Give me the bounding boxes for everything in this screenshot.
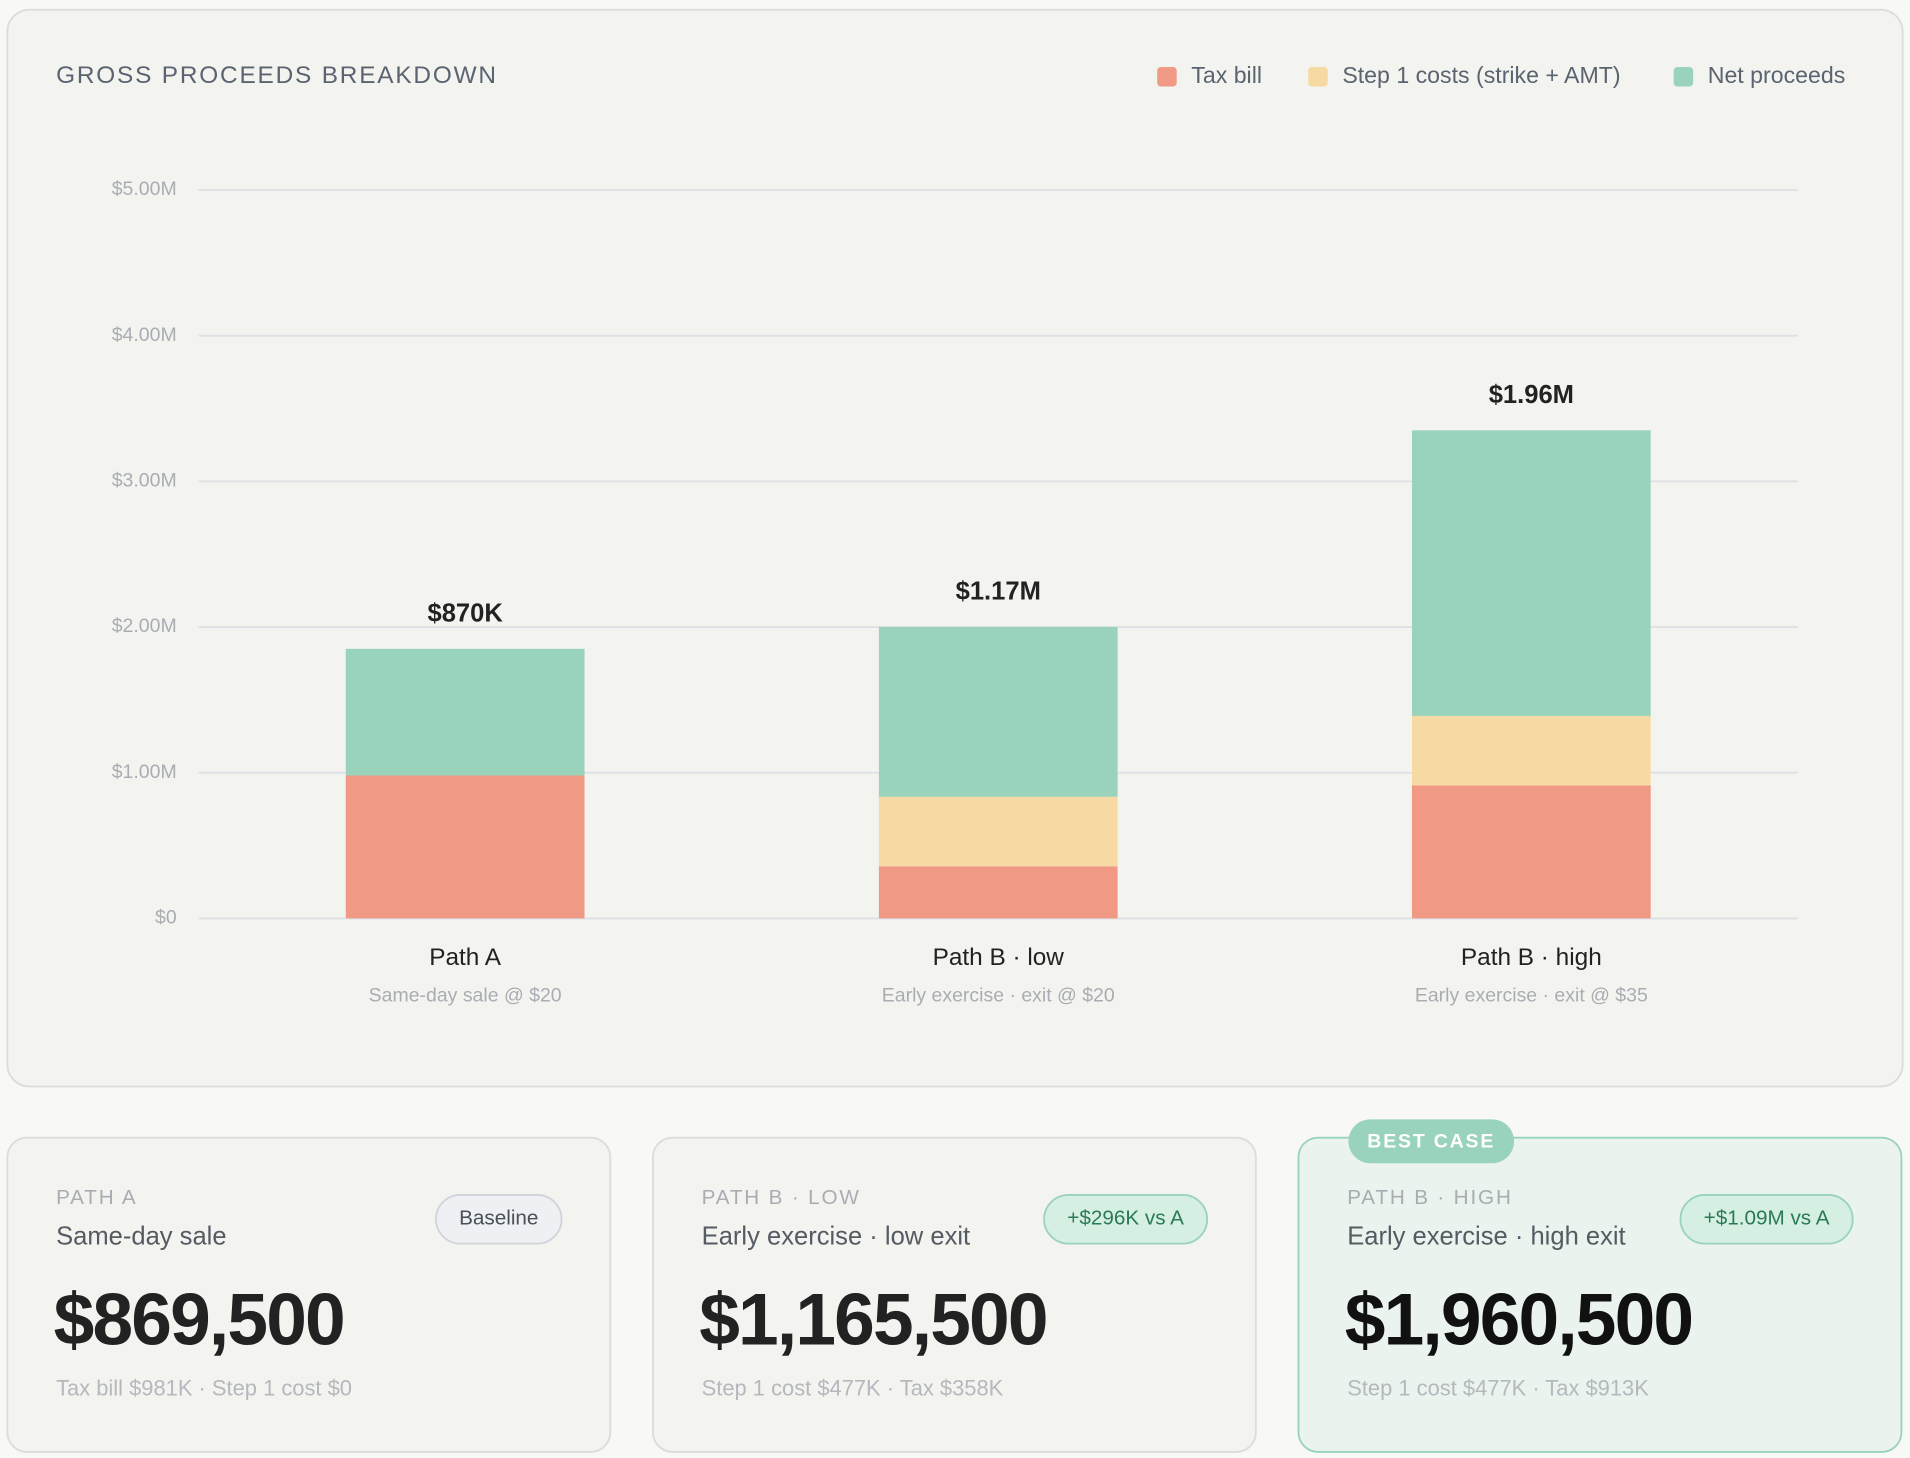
card-title: Same-day sale [56, 1222, 227, 1250]
legend-swatch [1673, 66, 1694, 87]
card-label: PATH B · LOW [702, 1186, 861, 1209]
bar-segment [345, 648, 585, 776]
card-title: Early exercise · low exit [702, 1222, 970, 1250]
y-tick-label: $4.00M [112, 324, 177, 346]
path-card: PATH A Same-day sale $869,500 Tax bill $981… [6, 1136, 612, 1453]
bar-segment [1411, 430, 1651, 716]
card-value: $1,960,500 [1345, 1280, 1692, 1361]
y-tick-label: $5.00M [112, 178, 177, 200]
card-title: Early exercise · high exit [1347, 1222, 1625, 1250]
card-detail: Tax bill $981K · Step 1 cost $0 [56, 1376, 352, 1401]
x-tick-label: Path A [429, 944, 502, 971]
y-tick-label: $0 [155, 907, 177, 929]
value-label: $1.17M [956, 578, 1041, 606]
card-label: PATH A [56, 1186, 137, 1209]
chart-title: GROSS PROCEEDS BREAKDOWN [56, 62, 498, 89]
bar-segment [345, 775, 585, 919]
bar-segment [878, 626, 1118, 797]
card-badge: +$296K vs A [1067, 1207, 1184, 1230]
x-tick-label: Path B · low [933, 944, 1065, 971]
path-card: PATH B · LOW Early exercise · low exit $1,… [652, 1136, 1257, 1453]
bar-segment [1411, 785, 1651, 919]
card-tag-bg [1348, 1119, 1515, 1164]
y-tick-label: $2.00M [112, 615, 177, 637]
card-badge: +$1.09M vs A [1704, 1207, 1830, 1230]
path-card: PATH B · HIGH Early exercise · high exit $… [1297, 1119, 1903, 1453]
card-value: $869,500 [54, 1280, 344, 1361]
card-badge-bg [1679, 1193, 1854, 1245]
legend-item: Step 1 costs (strike + AMT) [1308, 62, 1621, 88]
bar-segment [1411, 715, 1651, 786]
card-value: $1,165,500 [699, 1280, 1046, 1361]
value-label: $1.96M [1489, 381, 1574, 409]
legend-item: Net proceeds [1673, 62, 1846, 88]
card-label: PATH B · HIGH [1347, 1186, 1513, 1209]
y-tick-label: $3.00M [112, 470, 177, 492]
legend-label: Step 1 costs (strike + AMT) [1342, 62, 1620, 88]
legend-swatch [1308, 66, 1328, 87]
legend-label: Net proceeds [1708, 62, 1846, 88]
x-tick-sublabel: Same-day sale @ $20 [369, 985, 562, 1007]
cards: PATH A Same-day sale $869,500 Tax bill $981… [6, 1119, 1903, 1453]
bar-segment [878, 796, 1118, 867]
legend-item: Tax bill [1157, 62, 1262, 88]
bar-segment [878, 866, 1118, 919]
card-badge-bg [1043, 1193, 1209, 1245]
x-tick-sublabel: Early exercise · exit @ $35 [1415, 985, 1648, 1007]
y-tick-label: $1.00M [112, 761, 177, 783]
chart: $0 $1.00M $2.00M $3.00M $4.00M $5.00M Tax bill… [112, 62, 1846, 1007]
card-detail: Step 1 cost $477K · Tax $913K [1347, 1376, 1649, 1401]
x-tick-label: Path B · high [1461, 944, 1602, 971]
card-tag: BEST CASE [1367, 1131, 1495, 1153]
legend-swatch [1157, 66, 1177, 87]
x-tick-sublabel: Early exercise · exit @ $20 [882, 985, 1115, 1007]
card-badge-bg [435, 1193, 563, 1245]
card-badge: Baseline [459, 1207, 538, 1230]
value-label: $870K [427, 599, 503, 627]
legend-label: Tax bill [1191, 62, 1262, 88]
card-detail: Step 1 cost $477K · Tax $358K [702, 1376, 1004, 1401]
